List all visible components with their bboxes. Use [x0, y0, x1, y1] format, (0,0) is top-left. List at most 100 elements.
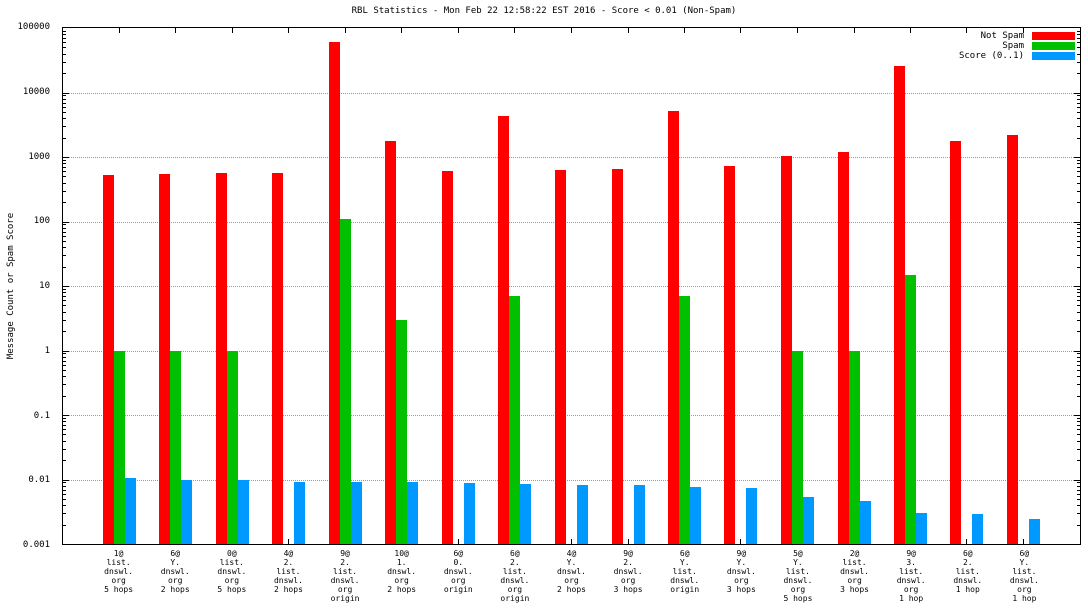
y-minor-tick: [1077, 38, 1080, 39]
bar-score: [577, 484, 588, 544]
bar-score: [351, 481, 362, 544]
bar-score: [690, 487, 701, 544]
x-axis-label: 4@ Y. dnswl. org 2 hops: [557, 549, 586, 594]
chart-title: RBL Statistics - Mon Feb 22 12:58:22 EST…: [351, 6, 737, 16]
bar-score: [859, 501, 871, 544]
y-minor-tick: [63, 98, 66, 100]
y-major-tick: [1074, 221, 1080, 223]
y-minor-tick: [63, 73, 66, 75]
x-axis-label: 6@ Y. dnswl. org 2 hops: [160, 549, 190, 594]
bar-not-spam: [894, 65, 905, 544]
y-minor-tick: [63, 30, 66, 32]
y-minor-tick: [1077, 319, 1080, 321]
y-axis-tick-labels: 100000 10000 1000 100 10 1 0.1 0.01 0.001: [0, 22, 56, 550]
y-axis-tick-label: 10000: [22, 86, 50, 97]
gridline: [63, 92, 1080, 94]
x-tick: [1023, 539, 1024, 544]
y-minor-tick: [63, 126, 66, 128]
gridline: [63, 286, 1080, 287]
y-minor-tick: [63, 376, 66, 378]
y-axis-tick-label: 0.01: [28, 475, 50, 486]
y-minor-tick: [1077, 353, 1080, 355]
bar-not-spam: [837, 151, 849, 544]
y-minor-tick: [1077, 356, 1080, 358]
y-minor-tick: [63, 440, 66, 442]
y-minor-tick: [1077, 47, 1080, 49]
bar-score: [803, 497, 814, 544]
y-minor-tick: [63, 227, 66, 229]
bar-not-spam: [329, 42, 340, 544]
y-major-tick: [63, 479, 69, 481]
x-axis-label: 9@ 3. list. dnswl. org 1 hop: [896, 549, 926, 603]
y-minor-tick: [63, 163, 66, 165]
x-tick: [627, 539, 629, 544]
bar-not-spam: [724, 165, 736, 544]
y-minor-tick: [1077, 524, 1080, 526]
bar-score: [407, 481, 419, 544]
bar-score: [916, 513, 927, 544]
y-minor-tick: [63, 364, 66, 366]
x-axis-label: 6@ 2. list. dnswl. org origin: [500, 549, 530, 603]
legend-swatch: [1032, 41, 1075, 50]
y-minor-tick: [63, 448, 66, 450]
y-major-tick: [63, 350, 69, 352]
legend-swatch: [1032, 31, 1075, 40]
y-major-tick: [63, 92, 69, 94]
bar-not-spam: [611, 168, 623, 544]
y-minor-tick: [1077, 53, 1080, 55]
y-minor-tick: [63, 167, 66, 168]
y-minor-tick: [63, 34, 66, 36]
x-tick: [966, 539, 968, 544]
y-minor-tick: [1077, 288, 1080, 290]
bar-spam: [113, 350, 125, 544]
x-axis-label: 6@ Y. list. dnswl. origin: [670, 549, 700, 594]
y-minor-tick: [63, 489, 66, 491]
y-minor-tick: [1077, 111, 1080, 113]
y-minor-tick: [63, 505, 66, 507]
y-minor-tick: [1077, 300, 1080, 302]
y-minor-tick: [63, 292, 66, 294]
y-major-tick: [1074, 479, 1080, 481]
bar-not-spam: [102, 175, 114, 544]
bar-not-spam: [555, 169, 566, 544]
y-major-tick: [1074, 415, 1080, 416]
y-minor-tick: [1077, 176, 1080, 178]
y-minor-tick: [1077, 482, 1080, 484]
y-minor-tick: [1077, 505, 1080, 507]
x-axis-label: 6@ Y. list. dnswl. org 1 hop: [1009, 549, 1039, 603]
y-major-tick: [1074, 92, 1080, 94]
y-minor-tick: [1077, 247, 1080, 249]
y-minor-tick: [63, 482, 66, 484]
bar-score: [633, 485, 645, 544]
y-minor-tick: [1077, 434, 1080, 436]
y-minor-tick: [63, 38, 66, 39]
legend: Not Spam Spam Score (0..1): [959, 31, 1075, 61]
y-major-tick: [1074, 350, 1080, 352]
x-axis-label: 6@ 0. dnswl. org origin: [443, 549, 473, 594]
bar-not-spam: [1007, 134, 1018, 544]
x-tick: [571, 28, 572, 33]
gridline: [63, 221, 1080, 223]
y-minor-tick: [1077, 369, 1080, 371]
y-minor-tick: [63, 118, 66, 120]
y-minor-tick: [63, 224, 66, 226]
y-minor-tick: [1077, 30, 1080, 32]
y-minor-tick: [63, 176, 66, 178]
x-axis-label: 9@ 2. list. dnswl. org origin: [330, 549, 360, 603]
y-minor-tick: [1077, 421, 1080, 423]
y-minor-tick: [63, 434, 66, 436]
y-minor-tick: [1077, 429, 1080, 431]
y-minor-tick: [1077, 384, 1080, 386]
y-minor-tick: [1077, 296, 1080, 297]
bar-not-spam: [215, 173, 227, 544]
y-minor-tick: [63, 171, 66, 173]
y-minor-tick: [63, 498, 66, 500]
y-minor-tick: [1077, 42, 1080, 44]
y-minor-tick: [63, 95, 66, 97]
legend-swatch: [1032, 51, 1075, 60]
y-minor-tick: [1077, 489, 1080, 491]
x-tick: [797, 28, 798, 33]
y-minor-tick: [63, 493, 66, 495]
bar-spam: [396, 319, 408, 544]
bar-spam: [340, 218, 351, 544]
